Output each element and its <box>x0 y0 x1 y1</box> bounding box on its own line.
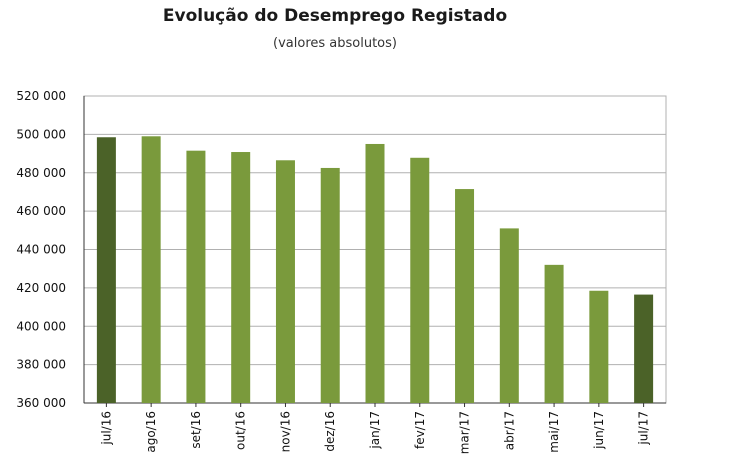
x-tick-label: abr/17 <box>502 411 516 450</box>
y-tick-label: 440 000 <box>16 243 66 257</box>
x-tick-label: jun/17 <box>592 411 606 450</box>
x-tick-label: jan/17 <box>368 411 382 450</box>
y-tick-label: 380 000 <box>16 358 66 372</box>
bar <box>499 228 519 403</box>
y-tick-label: 460 000 <box>16 204 66 218</box>
y-tick-label: 420 000 <box>16 281 66 295</box>
y-tick-label: 360 000 <box>16 396 66 410</box>
x-tick-label: mai/17 <box>547 411 561 453</box>
x-tick-label: mar/17 <box>458 411 472 454</box>
bar <box>141 136 161 403</box>
bar <box>410 157 430 403</box>
x-tick-label: dez/16 <box>323 411 337 452</box>
x-tick-label: nov/16 <box>278 411 292 452</box>
y-tick-label: 500 000 <box>16 127 66 141</box>
bar <box>186 150 206 403</box>
x-tick-label: out/16 <box>234 411 248 450</box>
y-tick-label: 480 000 <box>16 166 66 180</box>
x-tick-label: ago/16 <box>144 411 158 453</box>
bar <box>634 294 654 403</box>
x-tick-label: fev/17 <box>413 411 427 449</box>
bar <box>544 264 564 403</box>
bar <box>455 189 475 403</box>
x-tick-label: jul/17 <box>637 411 651 446</box>
bar <box>96 137 116 404</box>
x-tick-label: jul/16 <box>99 411 113 446</box>
bar <box>589 290 609 403</box>
bar <box>320 167 340 403</box>
y-tick-label: 520 000 <box>16 89 66 103</box>
bar <box>231 152 251 403</box>
chart-title: Evolução do Desemprego Registado <box>162 6 508 26</box>
bar <box>275 160 295 403</box>
y-tick-label: 400 000 <box>16 319 66 333</box>
x-tick-label: set/16 <box>189 411 203 449</box>
chart-subtitle: (valores absolutos) <box>273 36 397 51</box>
bar <box>365 143 385 403</box>
